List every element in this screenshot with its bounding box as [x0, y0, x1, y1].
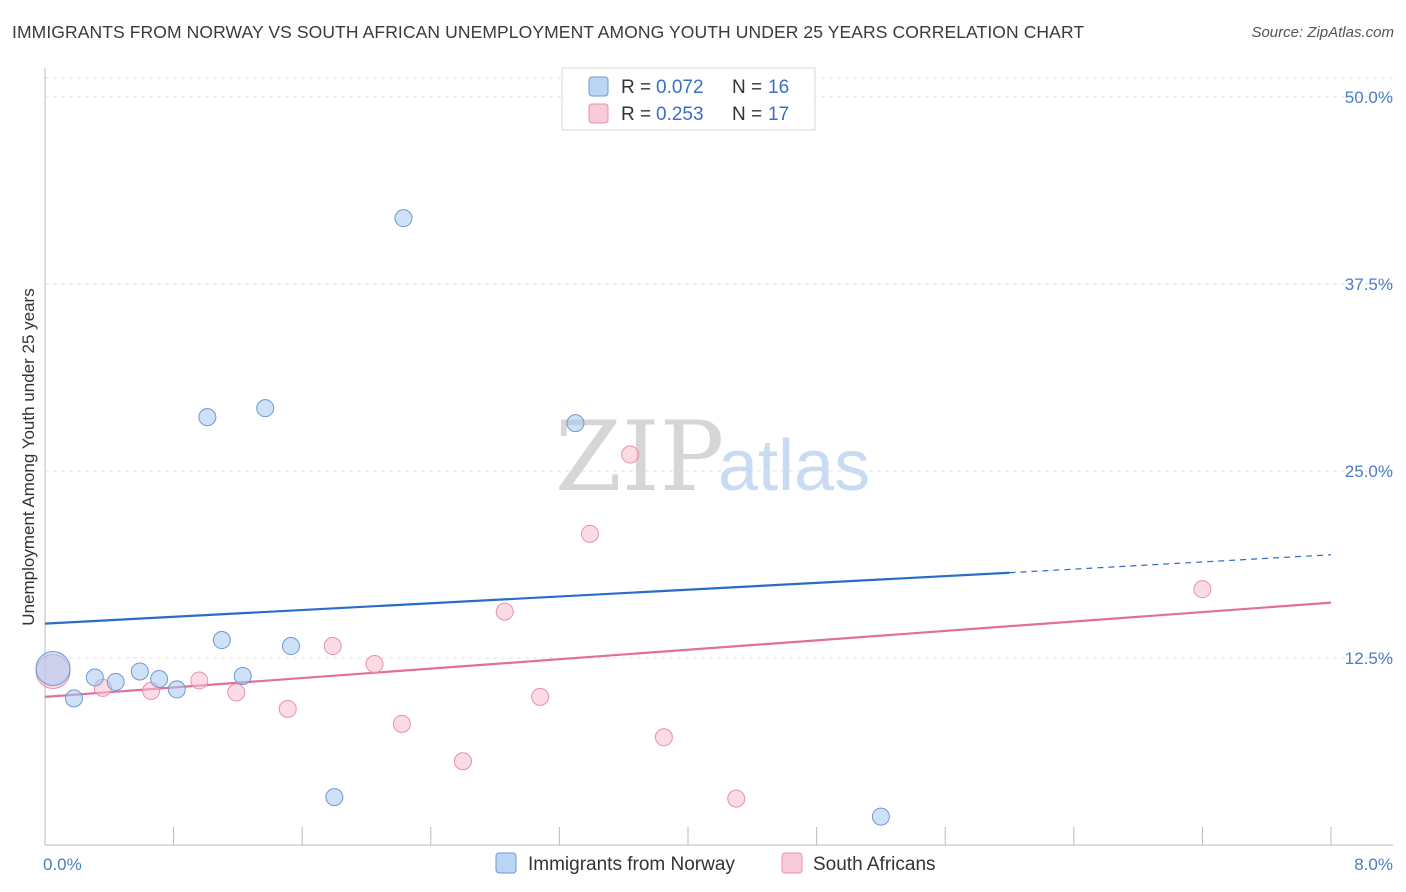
x-tick-label: 0.0% [43, 855, 82, 874]
bottom-legend-swatch-norway [495, 852, 517, 874]
point-south-africans [190, 671, 209, 690]
data-points [35, 209, 1212, 826]
watermark: ZIP atlas [555, 401, 870, 513]
watermark-atlas: atlas [718, 426, 870, 506]
point-norway [325, 788, 344, 807]
legend-r-value-norway: 0.072 [656, 77, 704, 98]
legend-r-label-south-africans: R = [621, 104, 651, 125]
legend-r-value-south-africans: 0.253 [656, 104, 704, 125]
legend-n-label-south-africans: N = [732, 104, 762, 125]
point-norway [130, 662, 149, 681]
y-tick-label: 37.5% [1345, 275, 1393, 294]
point-south-africans [392, 714, 411, 733]
chart-source: Source: ZipAtlas.com [1251, 24, 1394, 41]
point-norway [233, 666, 252, 685]
point-norway [106, 672, 125, 691]
legend-n-value-south-africans: 17 [768, 104, 789, 125]
point-norway [256, 399, 275, 418]
bottom-legend-swatch-south-africans [781, 852, 803, 874]
y-tick-label: 12.5% [1345, 649, 1393, 668]
point-norway [35, 650, 71, 686]
y-tick-label: 25.0% [1345, 462, 1393, 481]
point-norway [198, 408, 217, 427]
point-south-africans [1193, 580, 1212, 599]
grid-lines [45, 77, 1393, 659]
point-south-africans [365, 654, 384, 673]
y-tick-label: 50.0% [1345, 88, 1393, 107]
legend-bottom: Immigrants from Norway South Africans [495, 852, 936, 875]
legend-n-label-norway: N = [732, 77, 762, 98]
point-south-africans [323, 637, 342, 656]
point-south-africans [531, 687, 550, 706]
point-south-africans [621, 445, 640, 464]
legend-swatch-norway [588, 76, 609, 97]
point-south-africans [278, 699, 297, 718]
point-norway [85, 668, 104, 687]
point-norway [167, 680, 186, 699]
point-south-africans [495, 602, 514, 621]
x-tick-label: 8.0% [1354, 855, 1393, 874]
legend-n-value-norway: 16 [768, 77, 789, 98]
trend-lines [44, 554, 1332, 698]
legend-top: R = 0.072 N = 16 R = 0.253 N = 17 [561, 67, 816, 131]
point-norway [212, 631, 231, 650]
point-norway [566, 414, 585, 433]
point-south-africans [580, 524, 599, 543]
bottom-legend-label-norway: Immigrants from Norway [528, 854, 735, 875]
point-south-africans [227, 683, 246, 702]
chart-title: IMMIGRANTS FROM NORWAY VS SOUTH AFRICAN … [12, 22, 1085, 42]
point-norway [871, 807, 890, 826]
point-south-africans [654, 728, 673, 747]
point-norway [394, 209, 413, 228]
point-norway [150, 669, 169, 688]
point-south-africans [727, 789, 746, 808]
axes: 12.5% 25.0% 37.5% 50.0% 0.0% 8.0% [43, 68, 1393, 874]
legend-r-label-norway: R = [621, 77, 651, 98]
trend-line-extension-norway [1009, 554, 1332, 574]
trend-line-south-africans [44, 601, 1332, 698]
point-south-africans [453, 752, 472, 771]
point-norway [64, 689, 83, 708]
bottom-legend-label-south-africans: South Africans [813, 854, 936, 875]
point-norway [281, 637, 300, 656]
y-axis-label: Unemployment Among Youth under 25 years [19, 288, 38, 625]
trend-line-norway [44, 571, 1010, 625]
legend-swatch-south-africans [588, 103, 609, 124]
